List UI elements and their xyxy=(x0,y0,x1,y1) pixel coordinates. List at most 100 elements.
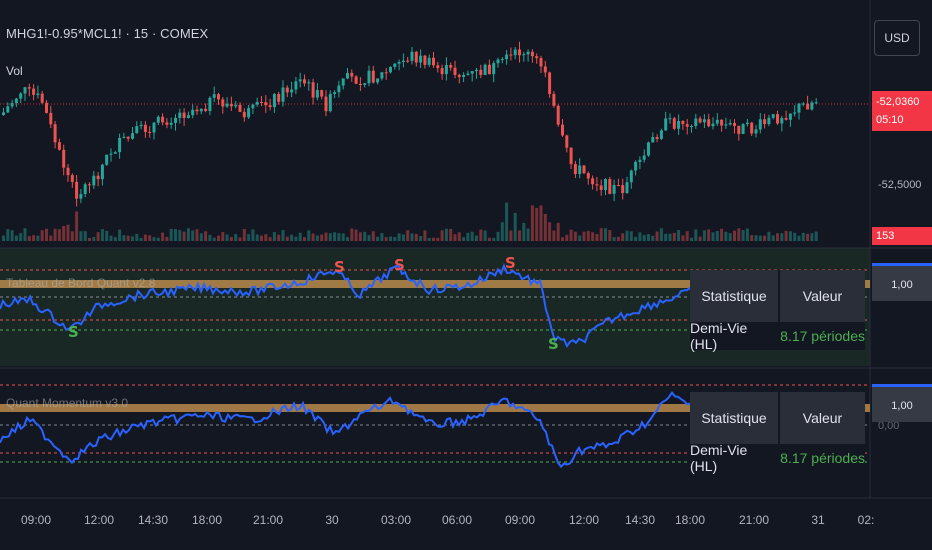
candle-body xyxy=(251,104,255,109)
candle-body xyxy=(92,175,96,186)
volume-bar xyxy=(178,230,182,241)
volume-bar xyxy=(161,232,165,241)
candle-body xyxy=(707,119,711,127)
volume-bar xyxy=(487,237,491,241)
volume-bar xyxy=(324,232,328,241)
volume-bar xyxy=(156,237,160,241)
candle-body xyxy=(659,130,663,139)
volume-bar xyxy=(354,229,358,241)
volume-bar xyxy=(638,232,642,241)
volume-bar xyxy=(814,231,818,241)
candle-body xyxy=(595,184,599,186)
currency-button[interactable]: USD xyxy=(874,20,920,56)
volume-bar xyxy=(109,235,113,241)
volume-bar xyxy=(62,225,66,241)
candle-body xyxy=(290,89,294,93)
volume-bar xyxy=(105,230,109,241)
candle-body xyxy=(518,49,521,56)
volume-bar xyxy=(410,233,414,241)
volume-bar xyxy=(698,236,702,241)
candle-body xyxy=(728,123,732,125)
volume-bar xyxy=(75,211,79,241)
candle-body xyxy=(66,167,70,176)
indicator2-title[interactable]: Quant Momentum v3.0 xyxy=(6,396,129,410)
candle-body xyxy=(36,93,40,95)
candle-body xyxy=(436,65,440,69)
indicator1-title[interactable]: Tableau de Bord Quant v2.8 xyxy=(6,276,156,290)
candle-body xyxy=(79,194,83,199)
candle-body xyxy=(608,179,612,194)
volume-bar xyxy=(578,235,582,241)
volume-bar xyxy=(264,234,268,241)
volume-bar xyxy=(522,222,526,241)
candle-body xyxy=(139,124,143,127)
candle-body xyxy=(737,125,741,134)
volume-bar xyxy=(57,229,61,241)
candle-body xyxy=(186,115,190,118)
volume-bar xyxy=(745,228,749,241)
symbol-title[interactable]: MHG1!-0.95*MCL1! · 15 · COMEX xyxy=(6,26,209,41)
volume-bar xyxy=(6,229,10,241)
volume-bar xyxy=(251,229,255,241)
volume-bar xyxy=(612,237,616,241)
volume-bar xyxy=(384,237,388,241)
volume-bar xyxy=(79,231,83,241)
candle-body xyxy=(462,74,466,78)
candle-body xyxy=(513,49,517,56)
candle-body xyxy=(182,112,186,118)
volume-bar xyxy=(758,235,762,241)
stats-header-valeur: Valeur xyxy=(802,288,843,304)
last-price-tag: -52,0360 05:10 xyxy=(872,91,932,131)
candle-body xyxy=(733,123,736,126)
candle-body xyxy=(337,85,341,93)
volume-bar xyxy=(376,236,380,241)
volume-bar xyxy=(298,232,302,241)
volume-bar xyxy=(423,230,427,241)
stats-row-label: Demi-Vie (HL) xyxy=(690,442,748,474)
candle-body xyxy=(582,165,586,174)
volume-bar xyxy=(586,230,590,241)
volume-bar xyxy=(255,234,259,241)
candle-body xyxy=(720,119,724,126)
candle-body xyxy=(522,54,526,56)
volume-bar xyxy=(40,230,44,241)
volume-bar xyxy=(690,237,693,241)
volume-bar xyxy=(122,235,126,241)
candle-body xyxy=(165,122,169,125)
time-axis-label: 21:00 xyxy=(738,513,770,527)
volume-bar xyxy=(2,235,5,241)
candle-body xyxy=(432,57,435,66)
candle-body xyxy=(217,94,220,100)
candle-body xyxy=(664,118,668,131)
candle-body xyxy=(625,182,629,194)
volume-bar xyxy=(479,229,483,241)
candle-body xyxy=(406,60,410,62)
volume-bar xyxy=(767,231,771,241)
candle-body xyxy=(264,102,268,106)
candle-body xyxy=(651,137,655,143)
bar-countdown: 05:10 xyxy=(876,114,904,126)
volume-bar xyxy=(290,234,294,241)
candle-body xyxy=(758,119,762,130)
volume-bar xyxy=(642,235,646,241)
candle-body xyxy=(419,55,423,63)
candle-body xyxy=(561,124,564,136)
candle-body xyxy=(208,97,212,111)
candle-body xyxy=(118,137,122,153)
candle-body xyxy=(161,116,165,123)
candle-body xyxy=(745,122,749,125)
stats-row-label: Demi-Vie (HL) xyxy=(690,320,748,352)
volume-label: Vol xyxy=(6,64,23,78)
volume-bar xyxy=(530,205,534,241)
candle-body xyxy=(131,133,134,139)
volume-bar xyxy=(174,229,177,241)
time-axis-label: 31 xyxy=(811,513,825,527)
time-axis-label: 02: xyxy=(857,513,875,527)
candle-body xyxy=(397,62,401,64)
volume-bar xyxy=(659,228,663,241)
candle-body xyxy=(505,54,509,60)
candle-body xyxy=(324,96,328,112)
volume-bar xyxy=(195,229,199,241)
candle-body xyxy=(806,103,810,110)
candle-body xyxy=(341,78,345,86)
